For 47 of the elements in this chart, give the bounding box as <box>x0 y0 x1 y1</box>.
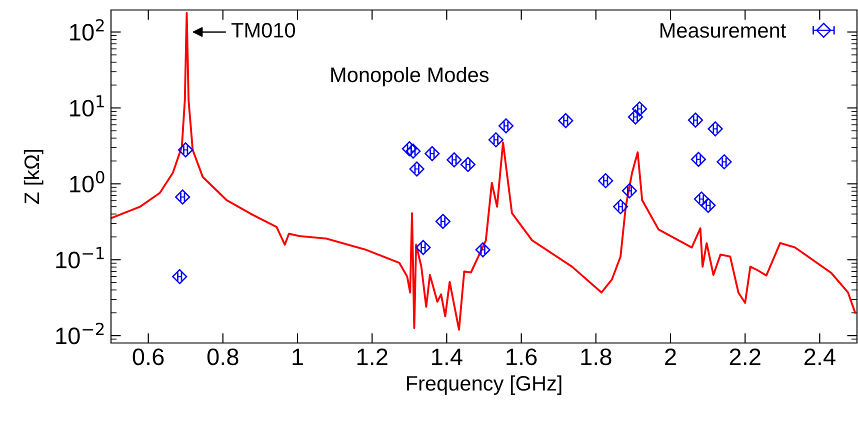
point <box>598 173 614 188</box>
x-tick-label: 2 <box>665 348 676 365</box>
point <box>175 189 190 205</box>
point <box>488 132 504 148</box>
y-tick-label: 10$^{−2}$ <box>56 322 104 344</box>
point <box>172 269 188 284</box>
point <box>612 199 628 214</box>
line-series <box>111 12 856 331</box>
annotation: Monopole Modes <box>331 66 489 86</box>
x-axis-title: Frequency [GHz] <box>406 375 562 395</box>
legend-label: Measurement <box>660 23 786 38</box>
point <box>628 109 644 125</box>
x-tick-label: 0.8 <box>207 348 238 366</box>
x-tick-label: 2.2 <box>730 348 760 365</box>
annotation: TM010 <box>231 22 296 38</box>
point <box>409 161 424 177</box>
point <box>498 118 514 134</box>
y-tick-label: 10$^{0}$ <box>70 170 104 192</box>
point <box>435 214 451 229</box>
x-tick-label: 1.4 <box>432 348 462 365</box>
point <box>558 113 574 128</box>
x-tick-label: 0.6 <box>132 348 164 366</box>
y-tick-label: 10$^{2}$ <box>70 19 104 41</box>
point <box>690 152 706 167</box>
x-tick-label: 1.2 <box>357 348 388 365</box>
point <box>406 144 421 159</box>
point <box>446 152 462 168</box>
point <box>632 101 648 116</box>
point <box>178 142 194 158</box>
y-tick-label: 10$^{1}$ <box>70 95 104 117</box>
point <box>416 240 431 256</box>
x-tick-label: 1 <box>292 348 303 365</box>
x-tick-label: 2.4 <box>804 348 836 365</box>
x-tick-label: 1.6 <box>506 348 537 366</box>
x-tick-label: 1.8 <box>581 348 612 366</box>
point <box>708 121 723 136</box>
y-axis-title: Z [kΩ] <box>24 150 44 204</box>
point <box>402 141 417 156</box>
y-tick-label: 10$^{−1}$ <box>56 247 104 268</box>
point <box>460 156 476 172</box>
point <box>424 146 440 162</box>
point <box>688 112 704 128</box>
point <box>475 242 490 258</box>
point <box>700 198 716 213</box>
point <box>716 154 732 170</box>
point <box>622 183 638 198</box>
point <box>694 191 710 207</box>
